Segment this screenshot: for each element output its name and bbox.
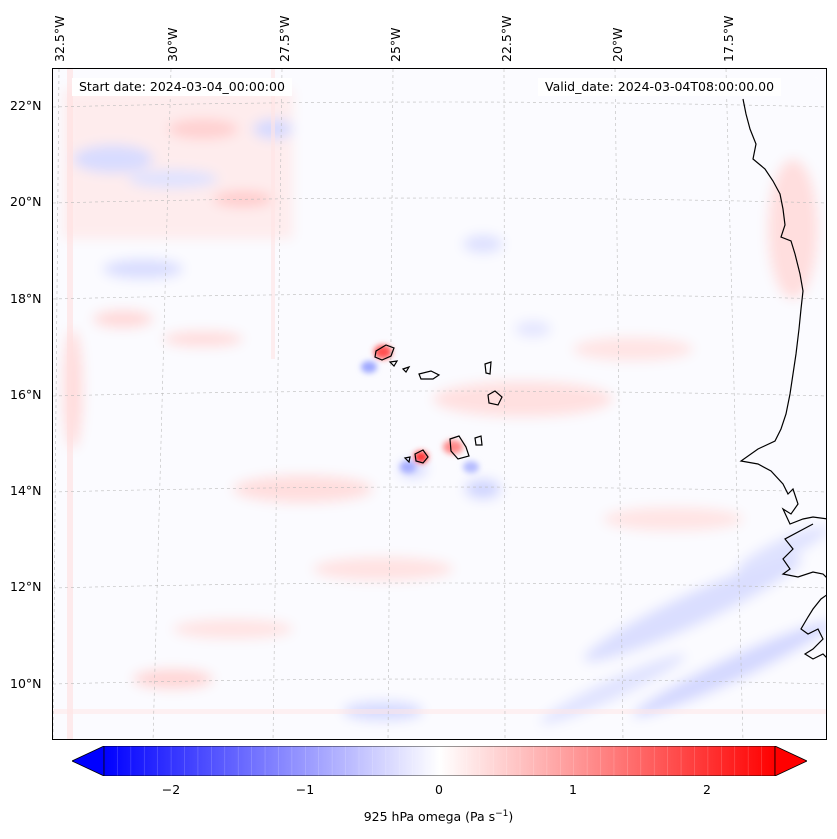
island-boa-vista: [487, 390, 503, 406]
colorbar-title: 925 hPa omega (Pa s−1): [363, 809, 514, 825]
lat-label-14n: 14°N: [10, 483, 42, 498]
island-fogo: [414, 449, 429, 464]
omega-field: [53, 69, 826, 739]
cape-verde-islands: [374, 344, 503, 464]
lon-label-30w: 30°W: [165, 27, 180, 62]
map-panel: [52, 68, 827, 740]
colorbar-tick-label: 0: [435, 782, 443, 797]
colorbar-tick-label: 1: [569, 782, 577, 797]
boundary-artifact-inner: [271, 69, 275, 359]
island-omega-peaks: [361, 345, 479, 473]
colorbar-gradient: [104, 746, 775, 776]
lon-label-32-5w: 32.5°W: [52, 15, 67, 62]
island-sao-vicente: [388, 360, 399, 367]
colorbar: [72, 746, 807, 776]
lon-label-25w: 25°W: [388, 27, 403, 62]
colorbar-ticks: [103, 746, 776, 776]
boundary-artifact-bottom: [53, 709, 826, 714]
lat-label-18n: 18°N: [10, 291, 42, 306]
colorbar-tick-label: −1: [295, 782, 315, 797]
colorbar-tick-label: −2: [161, 782, 181, 797]
island-sal: [484, 361, 492, 375]
lat-label-20n: 20°N: [10, 194, 42, 209]
lon-label-17-5w: 17.5°W: [721, 15, 736, 62]
island-santo-antao: [374, 344, 395, 361]
island-santiago: [449, 435, 470, 460]
lat-label-22n: 22°N: [10, 98, 42, 113]
lon-label-20w: 20°W: [610, 27, 625, 62]
island-sao-nicolau: [418, 370, 441, 380]
african-coastline: [739, 98, 826, 660]
island-brava: [403, 456, 411, 464]
boundary-artifact-left: [67, 69, 73, 739]
lon-label-27-5w: 27.5°W: [277, 15, 292, 62]
valid-date-label: Valid_date: 2024-03-04T08:00:00.00: [538, 78, 782, 96]
start-date-label: Start date: 2024-03-04_00:00:00: [72, 78, 292, 96]
lat-label-16n: 16°N: [10, 387, 42, 402]
island-maio: [474, 435, 483, 446]
colorbar-max-extend: [774, 746, 807, 776]
lon-label-22-5w: 22.5°W: [499, 15, 514, 62]
colorbar-tick-label: 2: [703, 782, 711, 797]
lat-label-10n: 10°N: [10, 676, 42, 691]
gridlines: [53, 69, 826, 739]
island-santa-luzia: [401, 365, 411, 373]
lat-label-12n: 12°N: [10, 579, 42, 594]
omega-shading: [53, 69, 826, 739]
colorbar-min-extend: [72, 746, 105, 776]
